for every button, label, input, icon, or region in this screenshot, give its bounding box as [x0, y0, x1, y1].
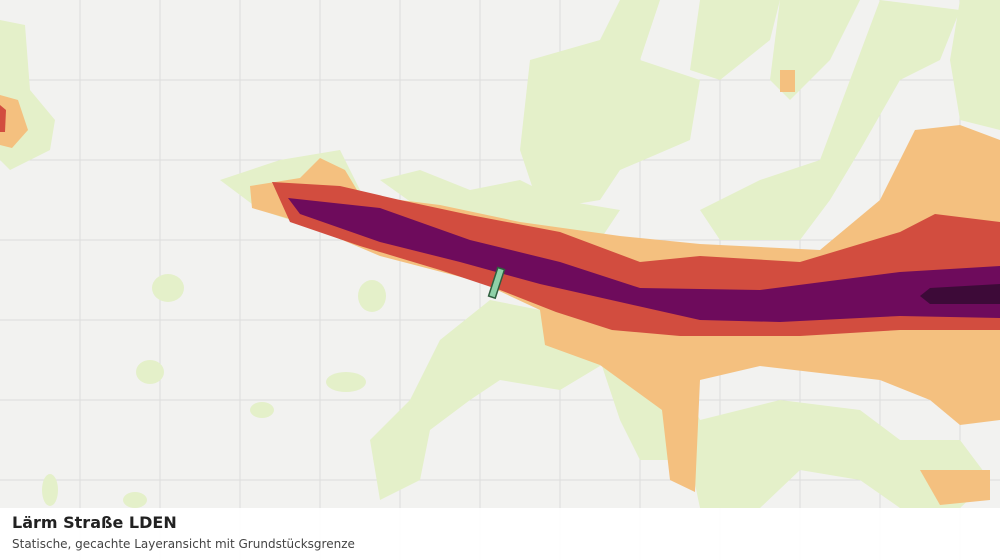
- noise-zone-very-high: [288, 198, 1000, 322]
- panel-subtitle: Statische, gecachte Layeransicht mit Gru…: [12, 537, 355, 551]
- noise-zone-high: [0, 105, 6, 132]
- info-panel: Lärm Straße LDEN Statische, gecachte Lay…: [0, 508, 1000, 560]
- panel-title: Lärm Straße LDEN: [12, 513, 177, 532]
- noise-zone-extreme: [920, 284, 1000, 304]
- parcel-boundary[interactable]: [487, 266, 506, 300]
